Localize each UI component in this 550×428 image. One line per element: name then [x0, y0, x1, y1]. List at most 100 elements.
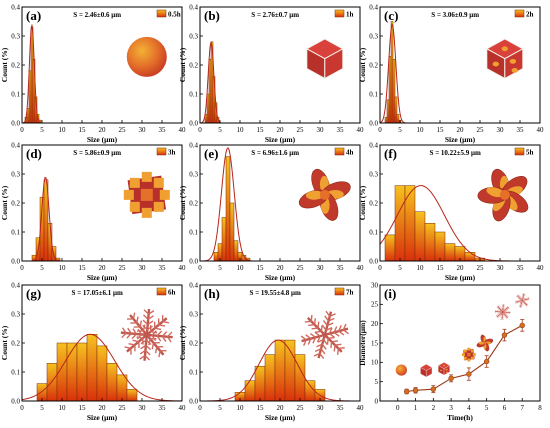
y-tick-label: 0.2	[11, 339, 20, 347]
histogram-bar	[76, 342, 88, 402]
panel-tag: (c)	[384, 8, 398, 23]
dendrite-twig	[320, 325, 323, 332]
dendrite-arm	[502, 311, 509, 319]
y-tick-label: 0.2	[189, 199, 198, 207]
dendrite-arm	[496, 305, 503, 313]
dendrite-twig	[524, 302, 527, 303]
y-tick-label: 0.0	[11, 119, 20, 127]
dendrite-twig	[132, 328, 138, 335]
dendrite-twig	[147, 320, 154, 326]
cube-bump	[153, 201, 164, 212]
dendrite-twig	[314, 348, 322, 353]
dendrite-twig	[504, 314, 507, 315]
dendrite-twig	[498, 311, 500, 314]
y-tick-label: 0.2	[189, 61, 198, 69]
dendrite-twig	[310, 314, 313, 322]
particle-illustration	[123, 171, 170, 218]
dendrite-twig	[151, 342, 155, 350]
dendrite-twig	[495, 309, 497, 312]
dendrite-twig	[498, 309, 501, 310]
dendrite-twig	[507, 307, 510, 309]
cube-core	[467, 352, 471, 357]
y-tick-label: 0.3	[189, 170, 198, 178]
dendrite-arm	[324, 323, 349, 338]
dendrite-twig	[127, 318, 134, 320]
dendrite-twig	[498, 313, 501, 315]
dendrite-twig	[519, 303, 522, 305]
legend-label: 7h	[346, 289, 354, 297]
x-tick-label: 5	[218, 126, 222, 134]
dendrite-twig	[130, 348, 132, 355]
y-tick-label: 0	[375, 397, 379, 405]
dendrite-twig	[333, 344, 336, 352]
dendrite-particle-icon	[120, 308, 173, 361]
dendrite-twig	[136, 336, 143, 339]
dendrite-twig	[507, 306, 508, 309]
dendrite-twig	[501, 307, 504, 310]
histogram-panel-f: 0 5 10 15 20 25 30 35 40 0.0 0.1 0.2 0.3 0.4 Size (μm)…	[358, 141, 544, 282]
x-axis-label: Size (μm)	[265, 135, 296, 144]
dendrite-twig	[330, 341, 333, 349]
dendrite-twig	[501, 309, 503, 311]
dendrite-particle-icon	[514, 293, 530, 308]
y-tick-label: 0.0	[189, 257, 198, 265]
data-point	[483, 358, 490, 365]
legend-swatch	[334, 147, 345, 156]
dendrite-twig	[502, 315, 504, 317]
y-tick-label: 0.4	[189, 3, 198, 11]
y-tick-label: 0.4	[189, 281, 198, 289]
dendrite-twig	[166, 336, 172, 343]
dendrite-twig	[523, 298, 525, 301]
dendrite-arm	[127, 312, 148, 336]
petal-highlight	[305, 190, 324, 200]
dendrite-twig	[307, 338, 312, 345]
dendrite-twig	[503, 313, 504, 316]
histogram-bar	[264, 354, 276, 402]
dendrite-twig	[519, 296, 521, 299]
dendrite-twig	[518, 305, 521, 307]
dendrite-twig	[525, 304, 527, 307]
x-axis-label: Size (μm)	[265, 413, 296, 422]
cube-spot	[501, 46, 508, 52]
x-tick-label: 40	[357, 126, 365, 134]
histogram-bar	[384, 234, 396, 262]
histogram-bar	[386, 99, 390, 124]
cube-spot	[492, 61, 499, 67]
mini-particle-icon	[437, 362, 451, 376]
gaussian-fit-line	[200, 339, 360, 402]
dendrite-twig	[501, 318, 504, 320]
x-tick-label: 5	[218, 264, 222, 272]
dendrite-arm	[145, 334, 167, 358]
x-axis-label: Size (μm)	[265, 273, 296, 282]
bars	[384, 21, 402, 124]
bars	[234, 339, 326, 402]
dendrite-twig	[157, 318, 160, 325]
dendrite-twig	[502, 309, 505, 311]
x-tick-label: 0	[396, 404, 400, 412]
x-tick-label: 10	[59, 404, 67, 412]
dendrite-twig	[524, 303, 526, 306]
dendrite-twig	[523, 295, 526, 297]
dendrite-twig	[322, 320, 328, 327]
histogram-bar	[396, 114, 400, 124]
panel-tag: (a)	[26, 8, 41, 23]
histogram-bar	[414, 211, 426, 262]
dendrite-twig	[521, 301, 524, 304]
dendrite-particle-icon	[300, 310, 349, 359]
sphere-particle-icon	[126, 36, 167, 77]
dendrite-twig	[506, 316, 509, 318]
x-tick-label: 0	[20, 126, 24, 134]
dendrite-twig	[503, 304, 505, 307]
dendrite-twig	[313, 318, 317, 325]
legend-label: 5h	[526, 149, 534, 157]
x-tick-label: 5	[398, 264, 402, 272]
dendrite-twig	[522, 294, 524, 297]
y-tick-label: 0.0	[11, 257, 20, 265]
dendrite-twig	[338, 330, 345, 336]
dendrite-twig	[523, 301, 526, 302]
dendrite-twig	[149, 325, 152, 332]
dendrite-twig	[494, 311, 497, 314]
x-tick-label: 40	[537, 264, 545, 272]
